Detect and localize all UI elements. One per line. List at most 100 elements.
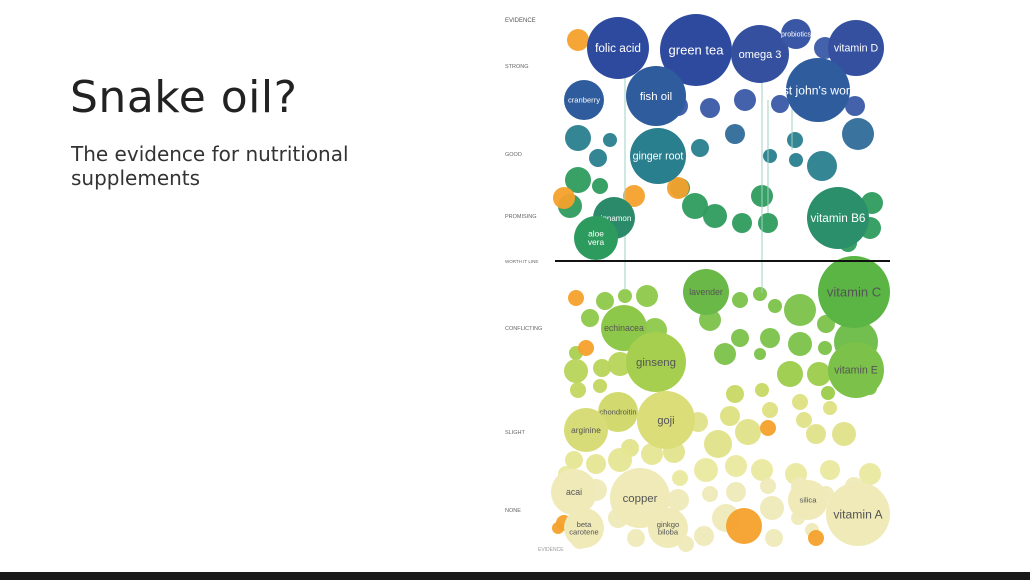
bubble-minor	[703, 204, 727, 228]
bubble-label-word: vera	[588, 237, 605, 247]
bubble-vitamin-b6	[807, 187, 869, 249]
bubble-label-word: cranberry	[568, 96, 600, 105]
bubble-minor	[552, 522, 564, 534]
bubble-label-vitamin-d: vitamin D	[834, 43, 879, 55]
bubble-label-word: vitamin B6	[811, 212, 866, 225]
bubble-chondroitin	[598, 392, 638, 432]
bubble-minor	[821, 386, 835, 400]
bubble-minor	[788, 332, 812, 356]
bubble-label-ginseng: ginseng	[636, 357, 676, 369]
bubble-minor	[704, 430, 732, 458]
axis-bottom-label: EVIDENCE	[538, 547, 564, 553]
bubble-label-beta-carotene: beta carotene	[569, 520, 599, 537]
bubble-minor	[608, 352, 632, 376]
bubble-label-vitamin-e: vitamin E	[834, 365, 878, 377]
bubble-minor	[586, 454, 606, 474]
bubble-minor	[784, 294, 816, 326]
bubble-minor	[726, 385, 744, 403]
bubble-minor	[753, 287, 767, 301]
bubble-minor	[578, 340, 594, 356]
bubble-echinacea	[601, 305, 647, 351]
bubble-minor	[807, 151, 837, 181]
bubble-minor	[734, 89, 756, 111]
bubble-label-word: beta	[577, 520, 593, 529]
bubble-label-word: omega 3	[739, 49, 782, 61]
bubble-minor	[765, 529, 783, 547]
bubble-label-ginger-root: ginger root	[633, 151, 684, 163]
bubble-minor	[725, 455, 747, 477]
bubble-minor	[817, 315, 835, 333]
bubble-st-john-s-wort	[786, 58, 850, 122]
bubble-minor	[820, 460, 840, 480]
bubble-minor	[694, 458, 718, 482]
bubble-folic-acid	[587, 17, 649, 79]
bubble-minor	[567, 29, 589, 51]
bubble-minor	[755, 383, 769, 397]
bubble-minor	[777, 361, 803, 387]
bubble-minor	[581, 309, 599, 327]
bubble-minor	[603, 133, 617, 147]
bubble-minor	[787, 132, 803, 148]
bubble-label-word: goji	[657, 415, 674, 427]
bubble-minor	[593, 359, 611, 377]
bubble-minor	[667, 177, 689, 199]
bubble-minor	[568, 290, 584, 306]
bubble-label-vitamin-c: vitamin C	[827, 285, 881, 300]
bubble-label-word: folic acid	[595, 42, 641, 55]
bubble-label-green-tea: green tea	[669, 43, 725, 58]
bubble-label-word: carotene	[569, 527, 599, 536]
slide-title: Snake oil?	[70, 72, 298, 123]
bubble-minor	[845, 96, 865, 116]
bubble-minor	[760, 478, 776, 494]
bubble-ginkgo-biloba	[648, 508, 688, 548]
bubble-cranberry	[564, 80, 604, 120]
bubble-ginseng	[626, 332, 686, 392]
bubble-minor	[725, 124, 745, 144]
bubble-label-word: ginger root	[633, 151, 684, 163]
bubble-minor	[700, 98, 720, 118]
bubble-minor	[760, 420, 776, 436]
bubble-minor	[636, 285, 658, 307]
bubble-minor	[731, 329, 749, 347]
level-label-strong: STRONG	[505, 64, 529, 70]
bubble-minor	[762, 402, 778, 418]
bubble-minor	[832, 422, 856, 446]
level-label-slight: SLIGHT	[505, 430, 526, 436]
bubble-minor	[859, 463, 881, 485]
bubble-label-st-john-s-wort: st john's wort	[783, 83, 854, 97]
bubble-acai	[551, 469, 597, 515]
bubble-minor	[763, 149, 777, 163]
bubble-label-cranberry: cranberry	[568, 96, 600, 105]
bubble-minor	[627, 529, 645, 547]
bubble-vitamin-a	[826, 482, 890, 546]
bubble-label-vitamin-a: vitamin A	[833, 507, 883, 521]
bubble-label-omega-3: omega 3	[739, 49, 782, 61]
bubble-label-word: probiotics	[781, 31, 811, 38]
bubble-minor	[714, 343, 736, 365]
bubble-minor	[735, 419, 761, 445]
bubble-minor	[592, 178, 608, 194]
level-label-conflicting: CONFLICTING	[505, 326, 542, 332]
bubble-label-lavender: lavender	[689, 287, 723, 297]
level-label-none: NONE	[505, 508, 521, 514]
bubble-minor	[565, 125, 591, 151]
bubble-silica	[788, 480, 828, 520]
bubble-minor	[807, 362, 831, 386]
axis-top-label: EVIDENCE	[505, 18, 536, 24]
bubble-minor	[760, 328, 780, 348]
bubble-label-word: st john's wort	[783, 83, 854, 97]
bubble-minor	[796, 412, 812, 428]
bubble-minor	[760, 496, 784, 520]
bubble-label-cinnamon: cinnamon	[597, 214, 632, 223]
bubble-minor	[751, 459, 773, 481]
bubble-minor	[608, 448, 632, 472]
bubble-minor	[768, 299, 782, 313]
bubble-chart: EVIDENCE EVIDENCE STRONG GOOD PROMISING CONFL…	[505, 14, 890, 553]
bubble-vitamin-d	[828, 20, 884, 76]
bubble-minor	[694, 526, 714, 546]
bubble-omega-3	[731, 25, 789, 83]
bubble-label-word: silica	[800, 496, 818, 505]
bubble-minor	[726, 482, 746, 502]
bubble-minor	[570, 382, 586, 398]
bubble-green-tea	[660, 14, 732, 86]
